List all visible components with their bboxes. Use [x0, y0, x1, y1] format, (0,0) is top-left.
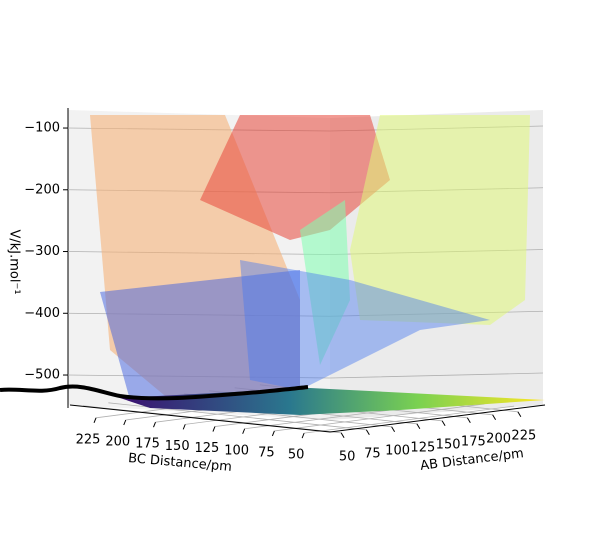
y-tick	[391, 426, 396, 433]
x-tick	[242, 428, 246, 434]
surface-right	[350, 115, 530, 325]
grid-line	[274, 403, 485, 432]
y-tick	[517, 411, 522, 418]
x-tick	[301, 432, 305, 439]
x-tick-label: 50	[288, 448, 305, 463]
y-axis-line	[329, 404, 546, 433]
z-tick-label: −300	[24, 244, 60, 259]
y-tick-label: 125	[410, 440, 435, 455]
x-tick-label: 225	[76, 432, 101, 447]
x-tick	[153, 422, 156, 428]
y-tick-label: 100	[385, 443, 410, 458]
surface-valley	[240, 260, 490, 390]
surface	[0, 115, 545, 415]
x-tick-label: 175	[135, 437, 160, 452]
surface-mid	[300, 200, 350, 365]
z-tick-label: −400	[24, 306, 60, 321]
y-tick	[466, 417, 471, 424]
y-tick-label: 50	[339, 449, 356, 464]
y-tick-label: 175	[461, 434, 486, 449]
x-tick	[182, 424, 186, 430]
y-tick	[492, 414, 497, 421]
y-tick-label: 150	[436, 437, 461, 452]
x-tick	[93, 417, 97, 423]
x-tick-label: 75	[258, 445, 275, 460]
y-tick	[416, 423, 421, 430]
x-tick-label: 125	[195, 441, 220, 456]
x-tick-label: 150	[165, 439, 190, 454]
surface-low	[100, 270, 300, 400]
x-tick-label: 100	[224, 443, 249, 458]
x-tick	[212, 426, 216, 432]
axes: V/kJ.mol⁻¹ BC Distance/pm AB Distance/pm…	[7, 121, 546, 475]
y-tick	[340, 432, 345, 439]
z-tick-label: −500	[24, 368, 60, 383]
z-tick-label: −100	[24, 121, 60, 136]
trajectory	[0, 384, 309, 401]
x-axis-line	[69, 404, 331, 433]
z-axis-label: V/kJ.mol⁻¹	[7, 229, 22, 294]
grid-line	[304, 405, 515, 434]
y-tick-label: 200	[486, 431, 511, 446]
y-tick-label: 225	[511, 428, 536, 443]
y-tick	[365, 429, 370, 436]
x-tick	[123, 419, 127, 426]
y-tick	[441, 420, 446, 427]
x-tick	[271, 430, 275, 437]
y-tick-label: 75	[364, 446, 381, 461]
z-tick-label: −200	[24, 182, 60, 197]
x-tick-label: 200	[105, 435, 130, 450]
